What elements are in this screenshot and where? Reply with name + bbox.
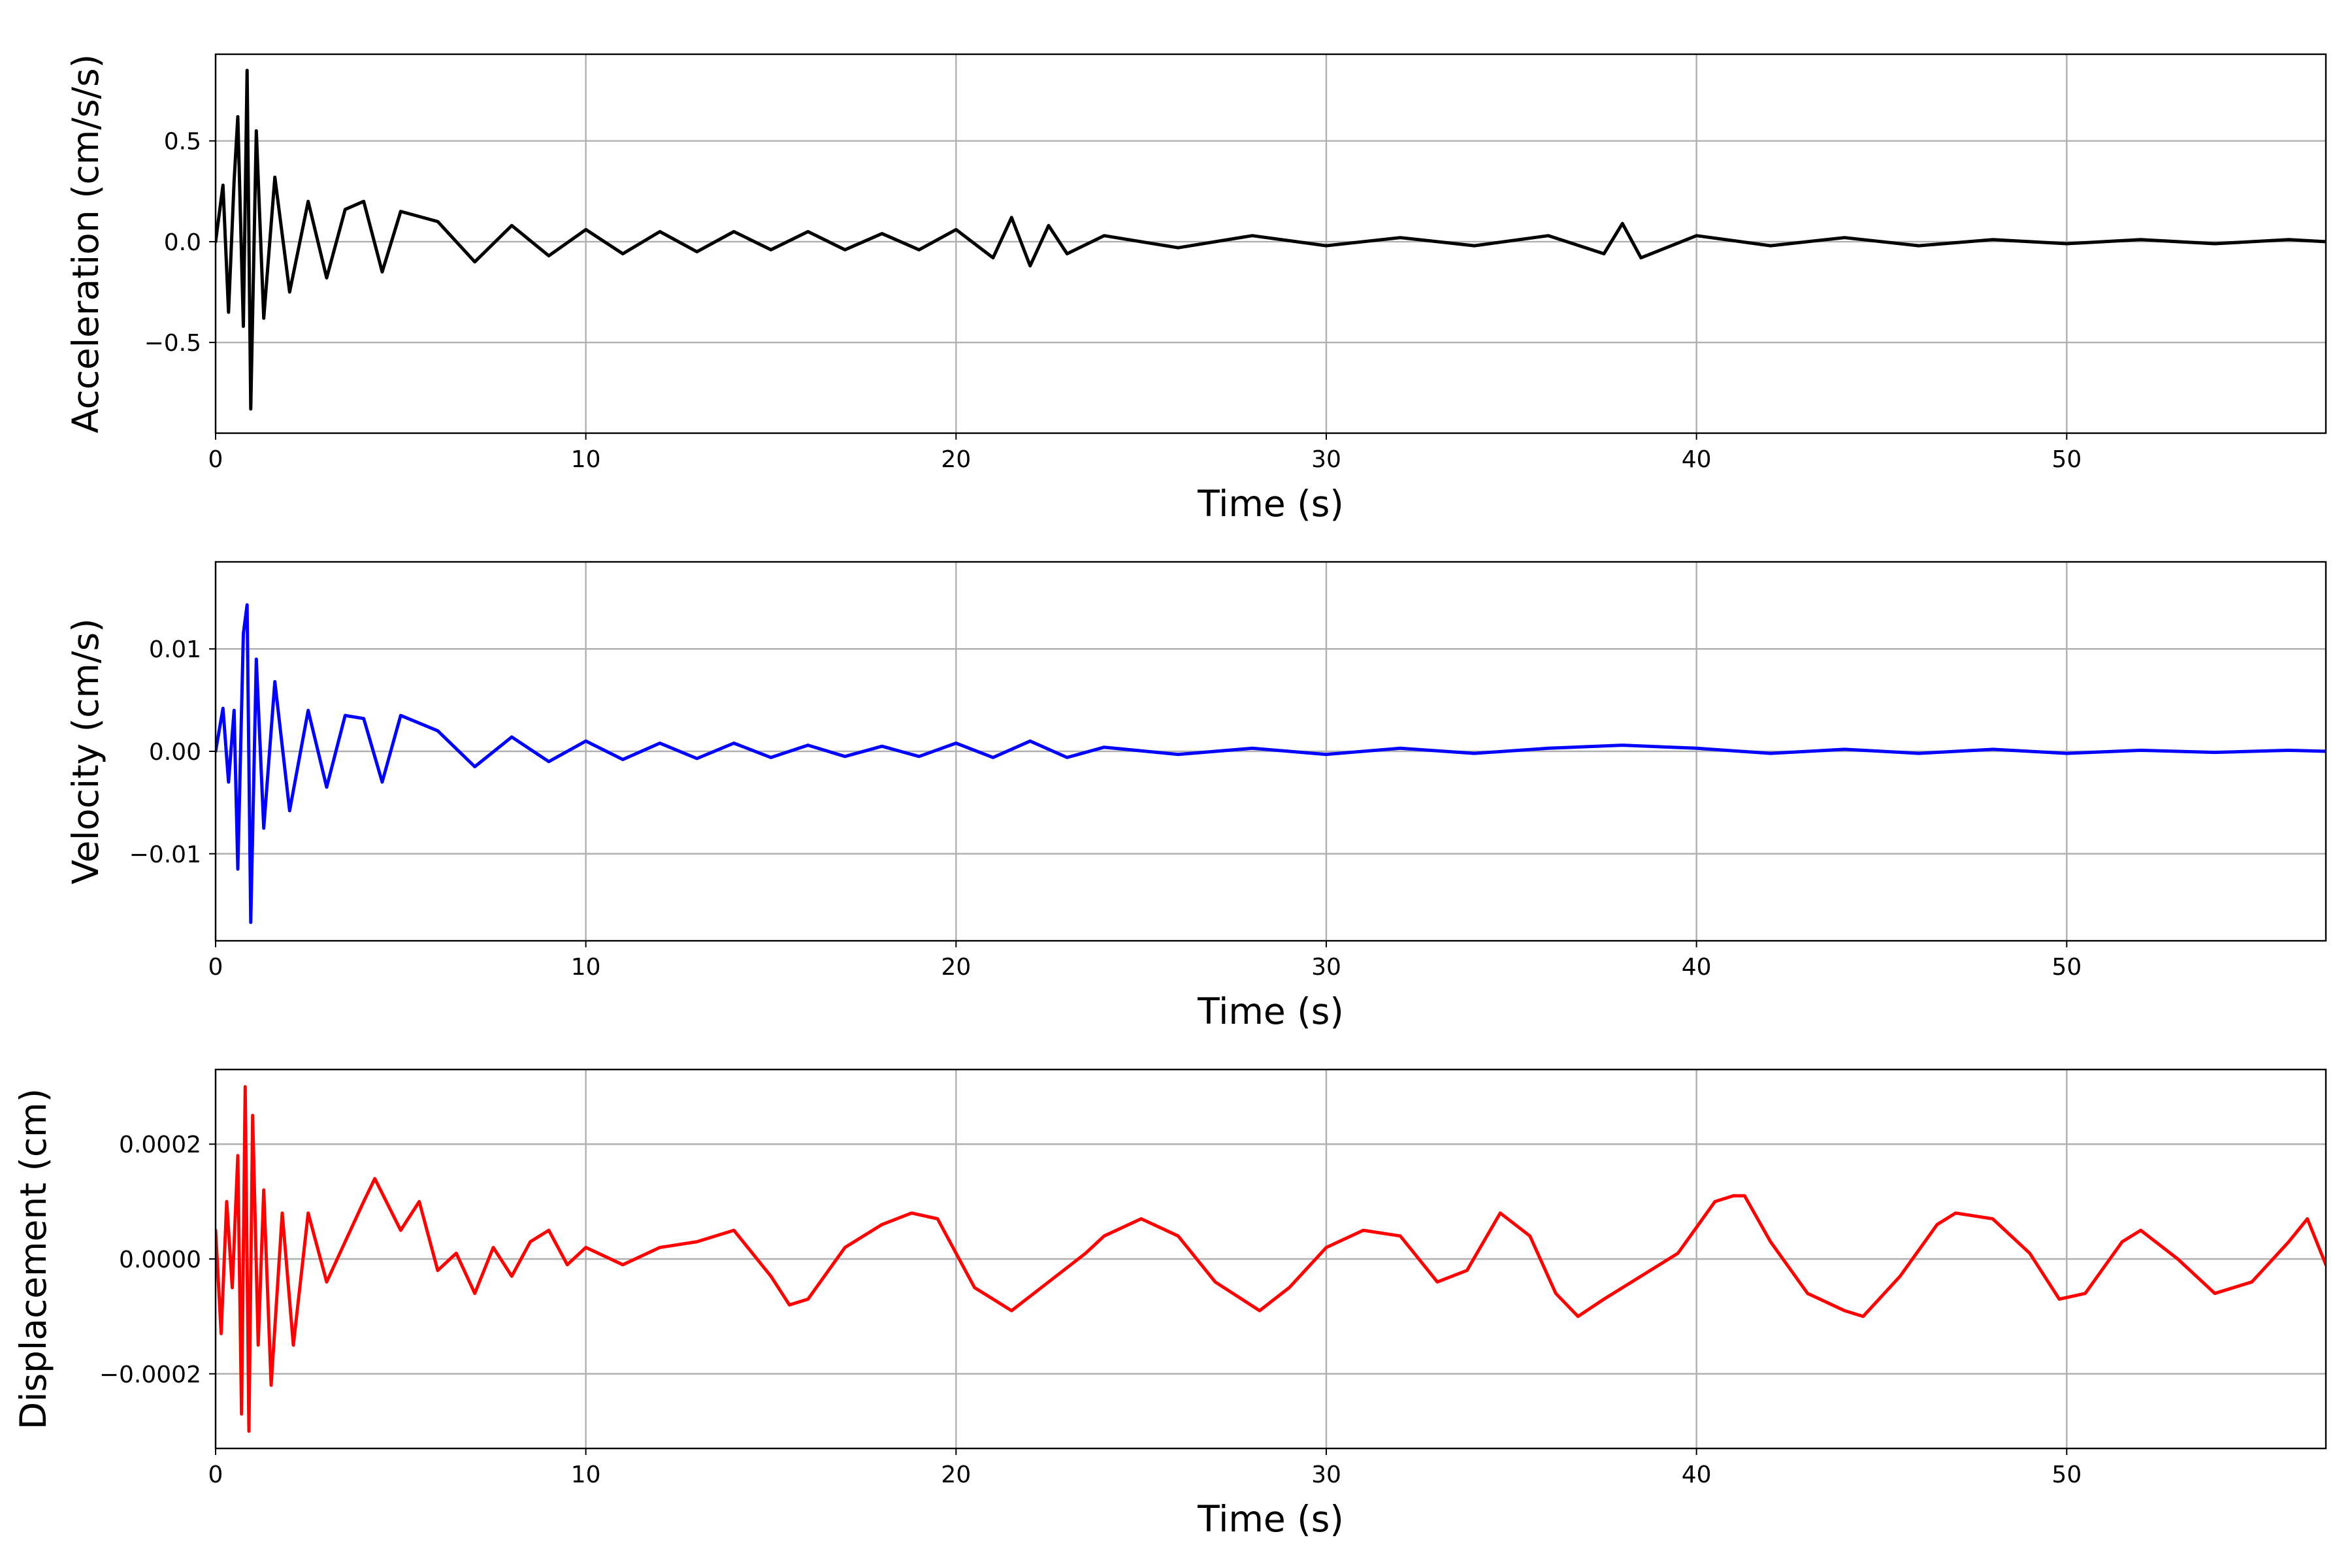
x-tick-label: 0 <box>208 1462 223 1488</box>
x-tick-label: 30 <box>1311 446 1341 473</box>
velocity-panel: 0 10 20 30 40 50 −0.01 0.00 0.01 Time (s) Velocity… <box>65 561 2327 1032</box>
displacement-x-axis-label: Time (s) <box>1197 1498 1344 1540</box>
displacement-series-line <box>216 1085 2326 1433</box>
x-tick-label: 20 <box>941 1462 971 1488</box>
displacement-axes-frame <box>214 1068 2327 1450</box>
x-tick-label: 0 <box>208 954 223 981</box>
velocity-x-axis-label: Time (s) <box>1197 990 1344 1032</box>
y-tick-label: 0.0000 <box>119 1247 201 1273</box>
x-tick-label: 40 <box>1682 954 1712 981</box>
x-tick-label: 20 <box>941 446 971 473</box>
x-tick-label: 50 <box>2051 1462 2082 1488</box>
y-tick-label: 0.0 <box>164 229 201 256</box>
acceleration-panel: 0 10 20 30 40 50 −0.5 0.0 0.5 Time (s) Acceleratio… <box>65 53 2327 525</box>
velocity-y-axis-label: Velocity (cm/s) <box>65 618 106 884</box>
displacement-panel: 0 10 20 30 40 50 −0.0002 0.0000 0.0002 Time (s) Di… <box>12 1068 2327 1540</box>
x-tick-label: 50 <box>2051 954 2082 981</box>
x-tick-label: 50 <box>2051 446 2082 473</box>
acceleration-series-line <box>216 69 2326 411</box>
x-tick-label: 40 <box>1682 1462 1712 1488</box>
x-tick-label: 20 <box>941 954 971 981</box>
y-tick-label: 0.5 <box>164 129 201 155</box>
velocity-axes-frame <box>214 561 2327 942</box>
y-tick-label: 0.01 <box>149 636 201 663</box>
y-tick-label: −0.0002 <box>99 1362 201 1388</box>
y-tick-label: −0.5 <box>144 330 201 357</box>
x-tick-label: 0 <box>208 446 223 473</box>
y-tick-label: 0.00 <box>149 739 201 766</box>
x-tick-label: 10 <box>571 954 601 981</box>
velocity-series-line <box>216 603 2326 924</box>
x-tick-label: 40 <box>1682 446 1712 473</box>
x-tick-label: 10 <box>571 1462 601 1488</box>
acceleration-y-axis-label: Acceleration (cm/s/s) <box>65 54 106 433</box>
y-tick-label: −0.01 <box>129 841 201 868</box>
acceleration-x-axis-label: Time (s) <box>1197 483 1344 525</box>
displacement-y-axis-label: Displacement (cm) <box>12 1088 54 1429</box>
x-tick-label: 10 <box>571 446 601 473</box>
y-tick-label: 0.0002 <box>119 1132 201 1158</box>
x-tick-label: 30 <box>1311 1462 1341 1488</box>
x-tick-label: 30 <box>1311 954 1341 981</box>
acceleration-axes-frame <box>214 53 2327 434</box>
